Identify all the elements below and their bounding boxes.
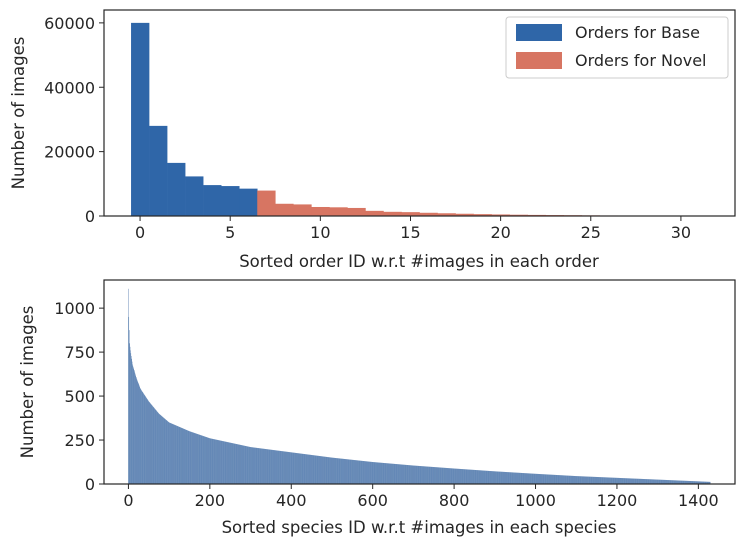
order-x-tick-label: 30 — [671, 223, 691, 242]
novel-order-bar — [383, 211, 402, 216]
novel-order-bar — [311, 206, 330, 216]
novel-order-bar — [437, 213, 456, 216]
base-order-bar — [239, 188, 258, 216]
species-y-tick-label: 750 — [64, 343, 95, 362]
order-y-axis-label: Number of images — [9, 37, 28, 190]
species-y-tick-label: 0 — [85, 475, 95, 494]
order-y-tick-label: 0 — [85, 207, 95, 226]
novel-order-bar — [473, 214, 492, 216]
base-order-bar — [167, 162, 186, 216]
legend: Orders for Base Orders for Novel — [505, 16, 729, 79]
base-order-bar — [221, 186, 240, 216]
species-x-tick-label: 1400 — [678, 491, 719, 510]
species-x-tick-label: 600 — [357, 491, 388, 510]
species-x-tick-label: 800 — [439, 491, 470, 510]
novel-order-bar — [257, 190, 276, 216]
order-x-tick-label: 25 — [581, 223, 601, 242]
species-y-ticks: 0 250 500 750 1000 — [54, 299, 104, 494]
species-x-tick-label: 200 — [195, 491, 226, 510]
order-x-tick-label: 10 — [310, 223, 330, 242]
order-x-tick-label: 15 — [400, 223, 420, 242]
novel-order-bar — [419, 212, 438, 216]
novel-order-bar — [365, 210, 384, 216]
novel-order-bar — [293, 204, 312, 216]
species-x-axis-label: Sorted species ID w.r.t #images in each … — [222, 518, 617, 537]
novel-order-bar — [347, 207, 366, 216]
order-histogram-chart: 0 5 10 15 20 25 30 0 20000 40000 60000 Sorted ord… — [9, 9, 736, 271]
legend-label-base: Orders for Base — [575, 23, 700, 42]
order-x-axis-label: Sorted order ID w.r.t #images in each or… — [239, 252, 599, 271]
species-x-ticks: 0 200 400 600 800 1000 1200 1400 — [123, 484, 719, 510]
novel-order-bar — [401, 212, 420, 216]
species-y-tick-label: 250 — [64, 431, 95, 450]
base-order-bar — [203, 185, 222, 216]
base-order-bar — [185, 176, 204, 216]
species-histogram-chart: 0 200 400 600 800 1000 1200 1400 0 250 500 750 1000… — [18, 279, 736, 537]
species-x-tick-label: 400 — [276, 491, 307, 510]
novel-order-bar — [455, 213, 474, 216]
novel-order-bar — [509, 214, 528, 216]
species-x-tick-label: 1000 — [515, 491, 556, 510]
order-x-ticks: 0 5 10 15 20 25 30 — [135, 216, 691, 242]
order-bars — [131, 22, 709, 216]
order-chart-frame — [103, 9, 736, 217]
novel-order-bar — [275, 203, 294, 216]
legend-swatch-novel — [516, 52, 562, 69]
species-x-tick-label: 1200 — [597, 491, 638, 510]
species-y-tick-label: 1000 — [54, 299, 95, 318]
order-y-tick-label: 60000 — [44, 14, 95, 33]
species-chart-frame — [103, 279, 736, 485]
species-y-tick-label: 500 — [64, 387, 95, 406]
novel-order-bar — [329, 207, 348, 216]
order-y-tick-label: 40000 — [44, 78, 95, 97]
novel-order-bar — [491, 214, 510, 216]
species-x-tick-label: 0 — [123, 491, 133, 510]
order-y-ticks: 0 20000 40000 60000 — [44, 14, 104, 226]
order-x-tick-label: 20 — [490, 223, 510, 242]
species-y-axis-label: Number of images — [18, 306, 37, 459]
legend-label-novel: Orders for Novel — [575, 51, 707, 70]
order-x-tick-label: 0 — [135, 223, 145, 242]
base-order-bar — [149, 125, 168, 216]
species-bars — [128, 288, 711, 484]
legend-swatch-base — [516, 24, 562, 41]
order-x-tick-label: 5 — [225, 223, 235, 242]
order-y-tick-label: 20000 — [44, 143, 95, 162]
base-order-bar — [131, 22, 150, 216]
